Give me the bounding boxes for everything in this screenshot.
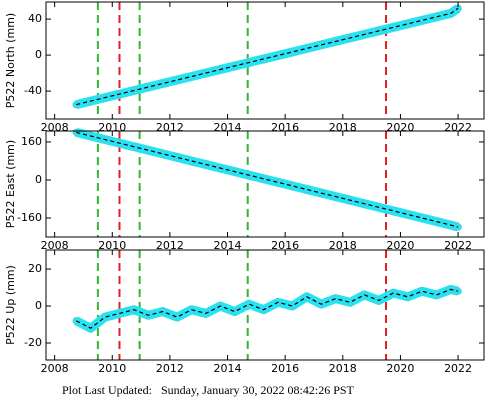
- model-line: [76, 131, 459, 228]
- data-point: [403, 210, 412, 219]
- y-tick-label: 40: [28, 12, 42, 25]
- y-tick-label: -20: [24, 336, 42, 349]
- data-point: [418, 214, 426, 222]
- data-point: [173, 76, 181, 84]
- data-point: [173, 313, 181, 321]
- data-point: [158, 150, 167, 158]
- data-point: [403, 20, 412, 28]
- data-point: [432, 13, 441, 21]
- data-point: [144, 83, 153, 91]
- data-point: [389, 23, 397, 32]
- x-tick-label: 2016: [271, 239, 299, 252]
- data-point: [144, 146, 153, 155]
- x-tick-label: 2014: [214, 362, 242, 375]
- data-point: [418, 16, 426, 25]
- model-line: [75, 288, 459, 329]
- plot-border: [45, 249, 485, 361]
- x-tick-label: 2008: [41, 362, 69, 375]
- data-point: [230, 307, 239, 316]
- x-tick-label: 2012: [156, 362, 184, 375]
- y-axis-label: P522 North (mm): [4, 13, 17, 108]
- x-tick-label: 2020: [386, 362, 414, 375]
- y-tick-label: 0: [35, 48, 42, 61]
- y-tick-label: -160: [17, 211, 42, 224]
- data-point: [288, 182, 297, 190]
- data-point: [158, 79, 167, 88]
- data-point: [418, 287, 426, 295]
- y-axis-label: P522 Up (mm): [4, 265, 17, 345]
- data-point: [403, 293, 412, 301]
- data-point: [187, 72, 196, 81]
- y-tick-label: 0: [35, 299, 42, 312]
- data-point: [303, 44, 311, 53]
- data-point: [346, 298, 354, 307]
- data-point: [303, 185, 311, 194]
- x-tick-label: 2022: [444, 239, 472, 252]
- footer: Plot Last Updated: Sunday, January 30, 2…: [62, 383, 355, 397]
- model-line: [76, 7, 459, 106]
- x-tick-label: 2010: [98, 239, 126, 252]
- data-point: [432, 291, 441, 299]
- x-tick-label: 2018: [329, 362, 357, 375]
- x-tick-label: 2014: [214, 239, 242, 252]
- data-point: [288, 48, 297, 56]
- plot-border: [45, 130, 485, 238]
- x-tick-label: 2018: [329, 239, 357, 252]
- data-point: [274, 51, 282, 60]
- data-point: [389, 207, 397, 215]
- x-tick-label: 2008: [41, 239, 69, 252]
- data-point: [245, 300, 253, 308]
- data-point: [187, 157, 196, 165]
- x-tick-label: 2020: [386, 239, 414, 252]
- x-tick-label: 2022: [444, 362, 472, 375]
- plot-border: [45, 1, 485, 120]
- data-point: [274, 178, 282, 187]
- y-tick-label: 20: [28, 262, 42, 275]
- y-axis-label: P522 East (mm): [4, 140, 17, 228]
- y-tick-label: 0: [35, 173, 42, 186]
- data-point: [331, 294, 340, 303]
- data-point: [288, 302, 297, 310]
- x-tick-label: 2012: [156, 239, 184, 252]
- y-tick-label: 160: [21, 135, 42, 148]
- x-tick-label: 2016: [271, 362, 299, 375]
- x-tick-label: 2010: [98, 362, 126, 375]
- data-point: [173, 153, 181, 162]
- y-tick-label: -40: [24, 84, 42, 97]
